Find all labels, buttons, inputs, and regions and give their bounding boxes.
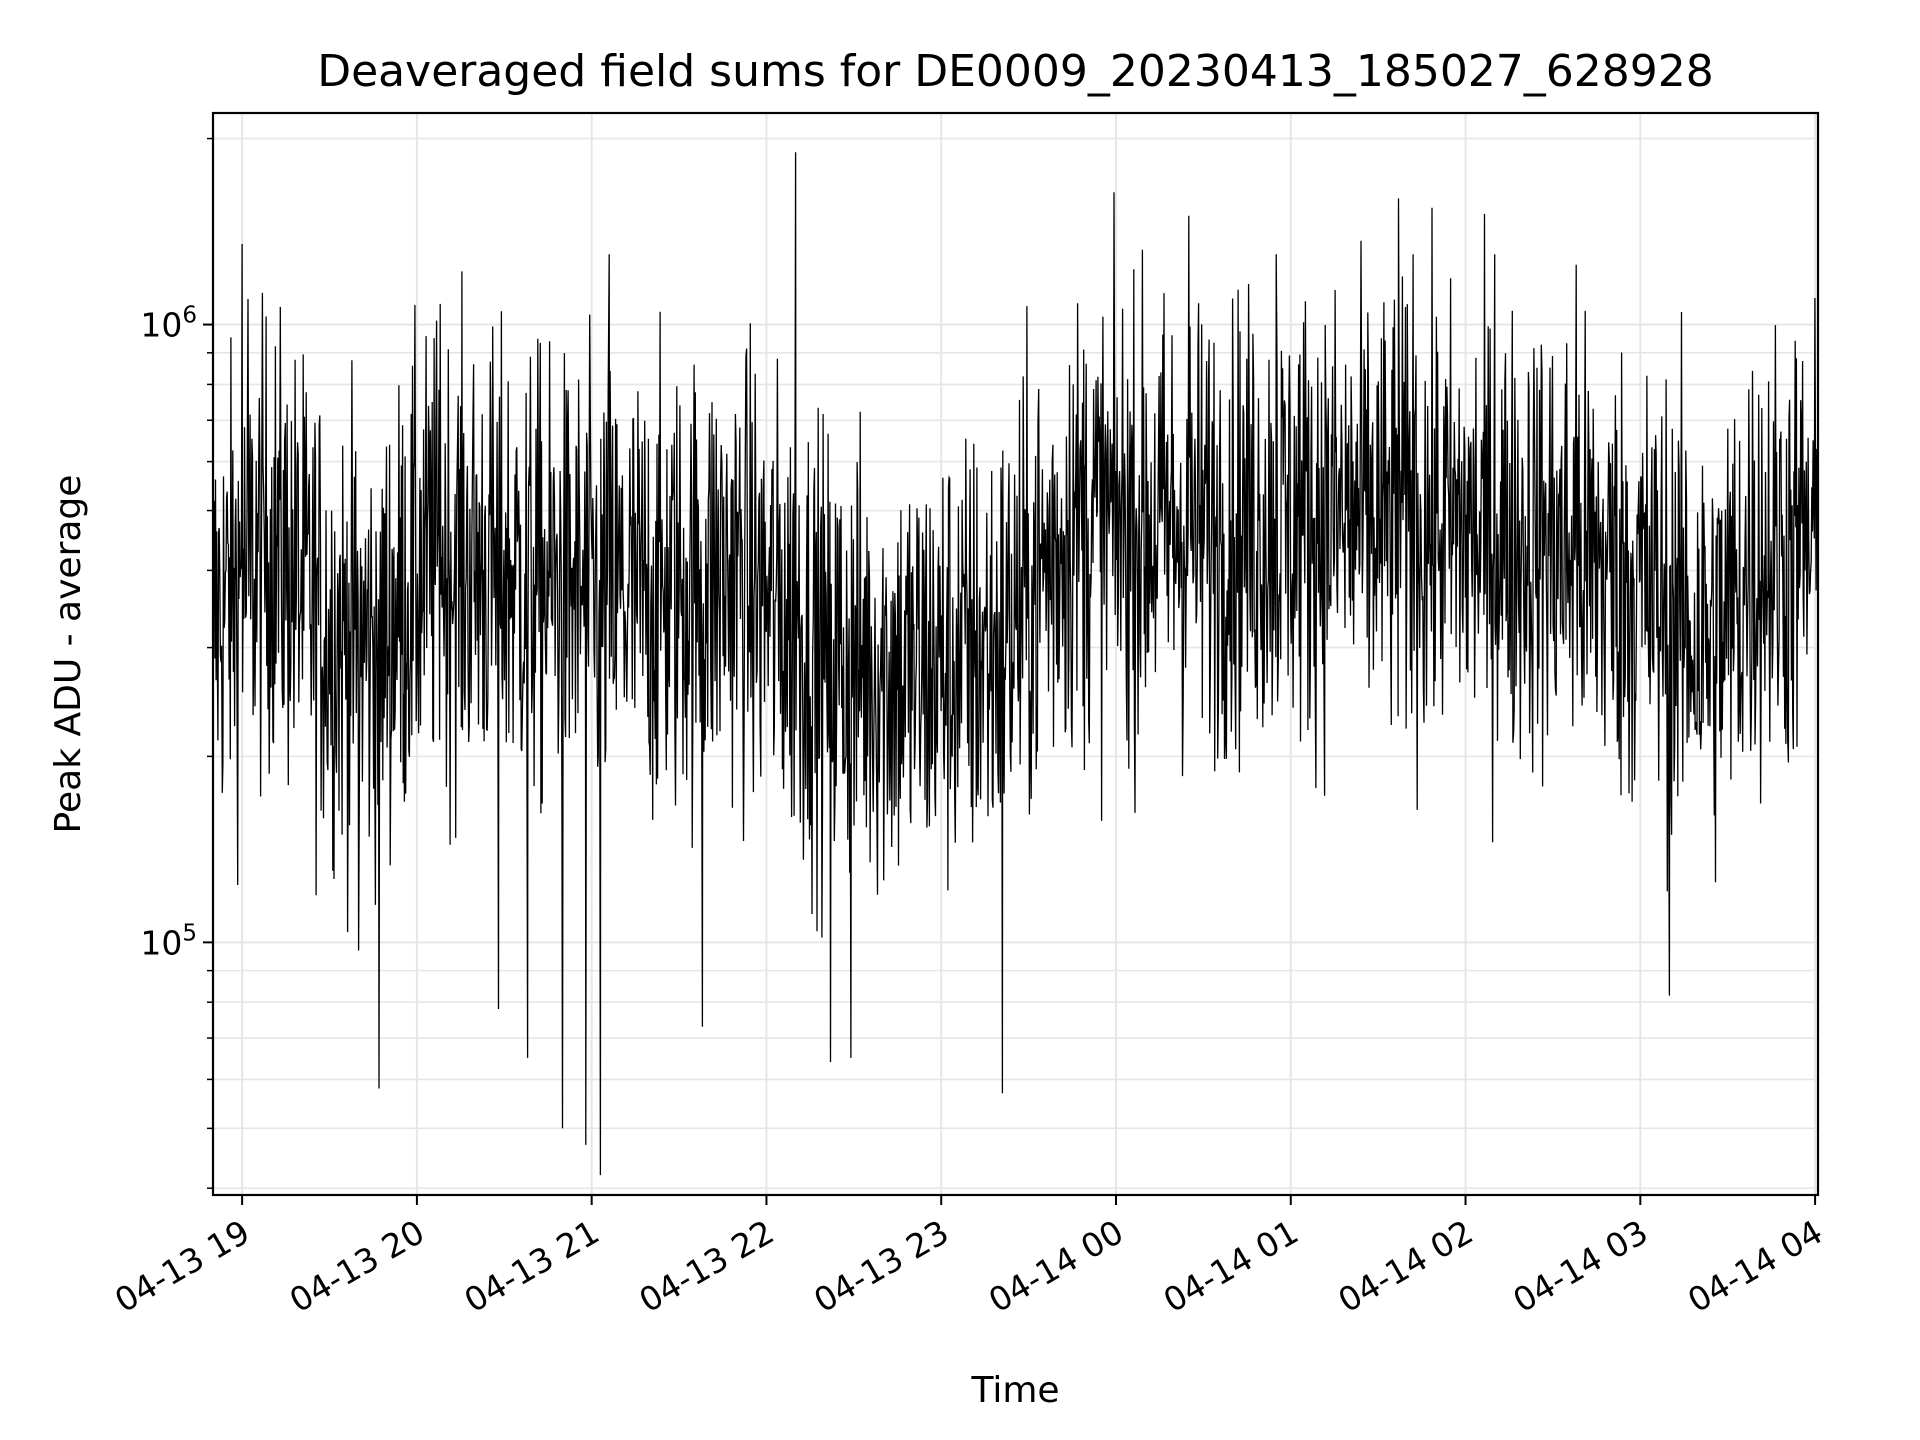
y-axis-title: Peak ADU - average xyxy=(48,475,89,834)
chart-title: Deaveraged field sums for DE0009_2023041… xyxy=(317,46,1714,97)
plot-frame xyxy=(211,111,1820,1197)
series-line xyxy=(212,152,1819,1176)
x-axis-title: Time xyxy=(970,1370,1059,1411)
y-tick-label: 105 xyxy=(140,920,197,962)
y-tick-label: 106 xyxy=(140,303,197,345)
data-series xyxy=(212,152,1819,1176)
